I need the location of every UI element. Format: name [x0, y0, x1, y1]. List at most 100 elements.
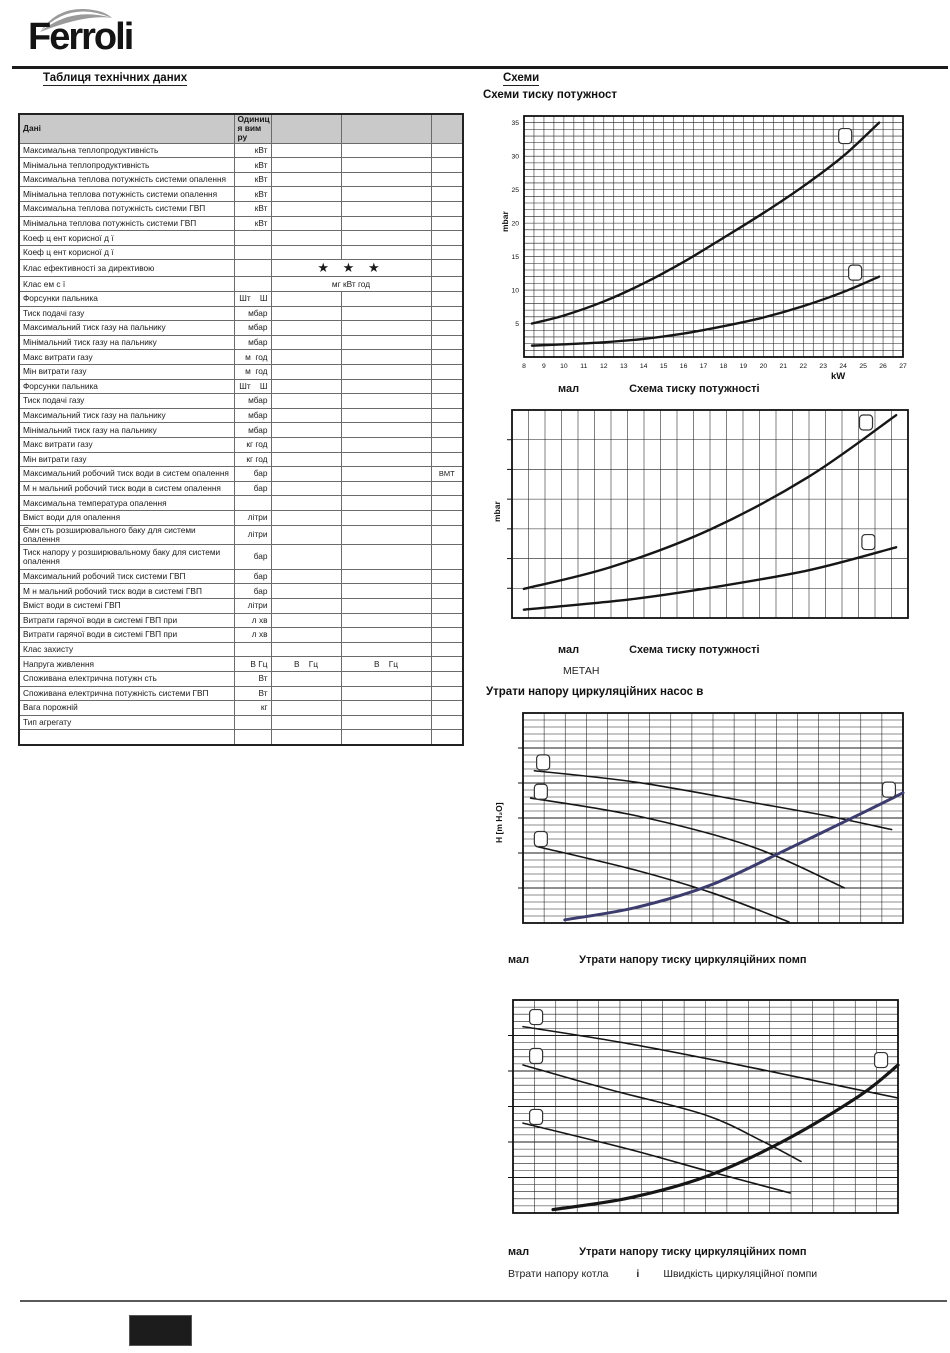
- curve-marker: [529, 1047, 544, 1065]
- unit-cell: Вт: [233, 685, 272, 702]
- table-cell: [340, 729, 432, 746]
- table-cell: [430, 524, 464, 545]
- table-cell: В Гц: [270, 656, 342, 672]
- table-row: Витрати гарячої води в системі ГВП при л …: [18, 627, 464, 643]
- table-cell: [270, 364, 342, 380]
- table-cell: [430, 495, 464, 511]
- table-cell: [430, 451, 464, 468]
- unit-cell: мбар: [233, 393, 272, 409]
- brand-name: Ferroli: [28, 16, 134, 58]
- legend-separator: і: [636, 1268, 640, 1280]
- table-cell: [340, 393, 432, 409]
- table-row: Мін витрати газу м год: [18, 364, 464, 380]
- header-rule: [12, 66, 948, 69]
- table-cell: [270, 729, 342, 746]
- table-cell: [270, 641, 342, 658]
- svg-text:9: 9: [542, 363, 546, 370]
- table-cell: [430, 305, 464, 322]
- unit-cell: Шт Ш: [233, 291, 272, 307]
- table-cell: [340, 466, 432, 482]
- footer-black-box: [129, 1315, 192, 1346]
- pump-section-title: Утрати напору циркуляційних насос в: [486, 686, 704, 698]
- table-row: Напруга живлення В Гц В Гц В Гц: [18, 656, 464, 672]
- pump-speed-3: [522, 1025, 899, 1099]
- min-burner-pressure: [530, 275, 881, 347]
- table-cell: [430, 612, 464, 629]
- unit-cell: [233, 495, 272, 511]
- table-cell: [430, 157, 464, 173]
- chart1-caption: мал Схема тиску потужності: [558, 383, 760, 395]
- unit-cell: кВт: [233, 201, 272, 217]
- table-cell: [340, 364, 432, 380]
- chart3-y-axis-label: H [m H₂O]: [494, 802, 504, 843]
- svg-text:12: 12: [600, 363, 608, 370]
- table-cell: М н мальний робочий тиск води в системі …: [18, 583, 235, 599]
- table-cell: [430, 186, 464, 203]
- table-cell: [430, 729, 464, 746]
- figure-label: мал: [508, 1246, 530, 1258]
- unit-cell: бар: [233, 543, 272, 570]
- table-cell: [340, 186, 432, 203]
- table-cell: ВМТ: [430, 466, 464, 482]
- table-cell: Витрати гарячої води в системі ГВП при: [18, 612, 235, 629]
- table-row: Максимальна теплопродуктивність кВт: [18, 142, 464, 159]
- boiler-head-loss: [563, 791, 905, 922]
- charts-section-title: Схеми: [503, 72, 540, 86]
- table-cell: [18, 729, 235, 746]
- unit-cell: кВт: [233, 215, 272, 232]
- curve-marker: [861, 533, 876, 551]
- table-cell: [270, 495, 342, 511]
- svg-text:20: 20: [511, 221, 519, 228]
- table-row: Мінімальний тиск газу на пальнику мбар: [18, 334, 464, 351]
- table-cell: [340, 244, 432, 261]
- table-cell: Вміст води для опалення: [18, 509, 235, 526]
- table-row: Мінімальна теплопродуктивність кВт: [18, 157, 464, 173]
- curve-marker: [881, 781, 897, 798]
- table-row: Макс витрати газу кг год: [18, 436, 464, 453]
- unit-cell: бар: [233, 583, 272, 599]
- table-cell: [270, 466, 342, 482]
- curve-marker: [533, 830, 548, 848]
- table-cell: Мінімальний тиск газу на пальнику: [18, 334, 235, 351]
- table-cell: Максимальний робочий тиск води в систем …: [18, 466, 235, 482]
- figure-caption: Утрати напору тиску циркуляційних помп: [579, 1246, 807, 1258]
- figure-label: мал: [558, 383, 580, 395]
- table-cell: [340, 451, 432, 468]
- table-cell: [430, 700, 464, 716]
- table-cell: [430, 244, 464, 261]
- chart4-legend: Втрати напору котла і Швидкість циркуляцій…: [508, 1268, 817, 1280]
- table-cell: [430, 291, 464, 307]
- table-row: Тип агрегату: [18, 714, 464, 731]
- table-cell: Споживана електрична потужн сть: [18, 670, 235, 687]
- table-section-title: Таблиця технічних даних: [43, 72, 188, 86]
- table-cell: Форсунки пальника: [18, 291, 235, 307]
- table-row: Клас захисту: [18, 641, 464, 658]
- table-row: Витрати гарячої води в системі ГВП при л …: [18, 612, 464, 629]
- chart4-caption: мал Утрати напору тиску циркуляційних пом…: [508, 1246, 807, 1258]
- unit-cell: мбар: [233, 305, 272, 322]
- table-cell: [340, 480, 432, 497]
- table-row: Коеф ц ент корисної д ї: [18, 230, 464, 246]
- pump-speed-3: [533, 769, 893, 831]
- svg-text:23: 23: [819, 363, 827, 370]
- svg-text:26: 26: [879, 363, 887, 370]
- unit-cell: [233, 230, 272, 246]
- table-header-row: Дані Одиниц я вим ру: [18, 113, 464, 144]
- header-col4: [340, 113, 432, 144]
- table-cell: [430, 364, 464, 380]
- table-cell: [430, 276, 464, 293]
- lower-curve: [522, 546, 898, 611]
- svg-text:8: 8: [522, 363, 526, 370]
- curve-marker: [838, 127, 853, 145]
- unit-cell: кг: [233, 700, 272, 716]
- table-cell: [430, 685, 464, 702]
- unit-cell: л хв: [233, 627, 272, 643]
- table-cell: [430, 597, 464, 614]
- pump-speed-1: [535, 845, 790, 923]
- curve-marker: [873, 1051, 889, 1069]
- chart1-y-axis-label: mbar: [500, 211, 510, 232]
- table-cell: [270, 186, 342, 203]
- table-cell: [270, 543, 342, 570]
- table-row: [18, 729, 464, 746]
